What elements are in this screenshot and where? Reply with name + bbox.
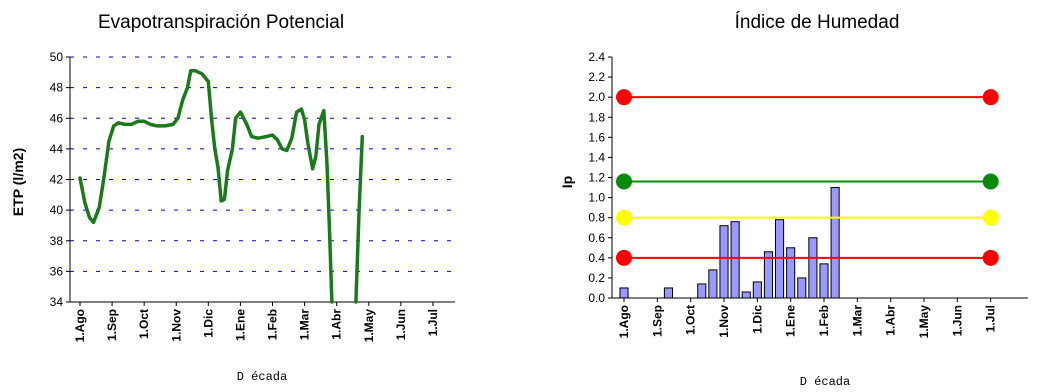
etp-series-line xyxy=(78,69,334,304)
threshold-marker xyxy=(616,89,632,106)
left-y-tick-label: 38 xyxy=(50,234,64,248)
ip-bar xyxy=(708,269,718,299)
right-x-tick-label: 1.Nov xyxy=(717,305,731,338)
right-y-tick-label: 0.8 xyxy=(588,211,605,225)
left-x-tick-label: 1.Abr xyxy=(330,309,344,340)
left-x-tick-label: 1.Jun xyxy=(394,309,408,340)
right-y-tick-label: 0.4 xyxy=(588,251,605,265)
left-x-tick-label: 1.Feb xyxy=(266,309,280,340)
threshold-marker xyxy=(982,173,999,190)
left-chart-title: Evapotranspiración Potencial xyxy=(98,12,344,33)
ip-bar xyxy=(663,287,674,299)
right-y-tick-label: 0.6 xyxy=(588,231,605,245)
left-x-axis-label: D écada xyxy=(237,370,287,384)
threshold-marker xyxy=(982,249,999,266)
right-y-tick-label: 0.0 xyxy=(588,291,605,305)
left-chart-plot: 34 36 38 40 42 44 46 48 50 1.Ago 1.Sep 1.Oct 1.Nov 1.… xyxy=(50,50,455,342)
left-y-tick-label: 40 xyxy=(50,203,64,217)
right-x-tick-label: 1.Mar xyxy=(850,305,864,337)
left-y-tick-label: 42 xyxy=(50,173,64,187)
threshold-marker xyxy=(616,173,632,190)
ip-bar xyxy=(763,251,774,299)
ip-bar xyxy=(741,291,751,299)
right-x-tick-label: 1.Jul xyxy=(984,305,998,332)
threshold-marker xyxy=(982,89,999,106)
right-y-tick-label: 1.2 xyxy=(588,171,605,185)
ip-bar xyxy=(697,283,707,299)
threshold-marker xyxy=(982,209,999,226)
right-y-tick-label: 1.4 xyxy=(588,150,605,164)
left-x-tick-label: 1.Ago xyxy=(73,309,87,342)
left-x-tick-label: 1.Jul xyxy=(426,309,440,336)
left-x-tick-label: 1.May xyxy=(362,309,376,343)
left-x-tick-label: 1.Nov xyxy=(169,309,183,342)
right-chart-title: Índice de Humedad xyxy=(735,12,900,33)
ip-bar xyxy=(830,187,840,299)
ip-bar xyxy=(797,277,807,299)
right-x-tick-label: 1.Ago xyxy=(617,305,631,338)
left-x-tick-label: 1.Ene xyxy=(233,309,247,341)
right-x-tick-label: 1.May xyxy=(917,305,931,339)
right-y-axis-label: Ip xyxy=(559,176,575,188)
right-x-tick-label: 1.Abr xyxy=(884,305,898,336)
right-y-tick-label: 0.2 xyxy=(588,271,605,285)
right-y-tick-label: 1.6 xyxy=(588,130,605,144)
right-y-tick-label: 1.8 xyxy=(588,110,605,124)
ip-bar xyxy=(786,247,796,299)
right-x-axis-label: D écada xyxy=(800,375,850,389)
etp-series-line xyxy=(354,134,365,304)
left-y-axis-label: ETP (l/m2) xyxy=(10,148,26,216)
right-y-tick-label: 2.4 xyxy=(588,50,605,64)
ip-bar xyxy=(808,237,818,299)
ip-bar xyxy=(819,263,829,299)
right-y-tick-label: 2.0 xyxy=(588,90,605,104)
right-x-tick-label: 1.Dic xyxy=(750,305,764,334)
left-y-tick-label: 36 xyxy=(50,264,64,278)
right-y-tick-label: 2.2 xyxy=(588,70,605,84)
ip-bar xyxy=(719,225,729,299)
ip-bar xyxy=(730,221,740,299)
left-x-tick-label: 1.Mar xyxy=(298,309,312,341)
left-y-tick-label: 48 xyxy=(50,81,64,95)
ip-bar xyxy=(752,281,762,299)
ip-bar xyxy=(775,219,785,299)
right-y-tick-label: 1.0 xyxy=(588,191,605,205)
threshold-marker xyxy=(616,209,632,226)
threshold-marker xyxy=(616,249,632,266)
ip-bar xyxy=(619,287,629,299)
left-x-tick-label: 1.Sep xyxy=(105,309,119,341)
right-x-tick-label: 1.Sep xyxy=(650,305,664,337)
left-y-tick-label: 50 xyxy=(50,50,64,64)
right-x-tick-label: 1.Oct xyxy=(684,305,698,335)
right-x-tick-label: 1.Ene xyxy=(784,305,798,337)
left-y-tick-label: 34 xyxy=(50,295,64,309)
left-y-tick-label: 46 xyxy=(50,111,64,125)
left-y-tick-label: 44 xyxy=(50,142,64,156)
right-chart-plot: 0.0 0.2 0.4 0.6 0.8 1.0 1.2 1.4 1.6 1.8 2.0 2.2 2.4 1… xyxy=(588,50,1028,338)
left-x-tick-label: 1.Dic xyxy=(201,309,215,338)
right-x-tick-label: 1.Jun xyxy=(950,305,964,336)
right-x-tick-label: 1.Feb xyxy=(817,305,831,336)
left-x-tick-label: 1.Oct xyxy=(137,309,151,339)
